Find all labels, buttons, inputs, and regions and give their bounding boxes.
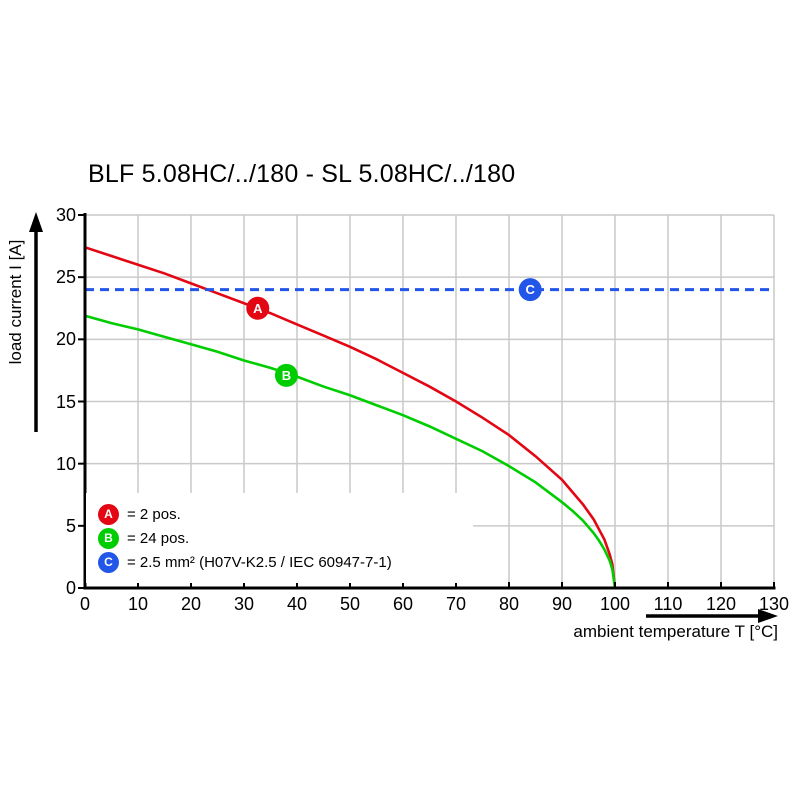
x-tick-label: 90	[551, 594, 573, 614]
legend-item-B: B = 24 pos.	[86, 527, 473, 549]
x-axis-label: ambient temperature T [°C]	[573, 622, 778, 641]
y-tick-label: 30	[55, 205, 76, 225]
legend-marker-A-icon: A	[98, 503, 119, 525]
y-tick-label: 5	[65, 515, 76, 536]
chart-title: BLF 5.08HC/../180 - SL 5.08HC/../180	[88, 160, 516, 188]
x-tick-label: 110	[653, 594, 683, 614]
y-tick-label: 15	[55, 391, 76, 412]
x-tick-label: 0	[79, 594, 90, 614]
x-tick-label: 130	[758, 594, 790, 614]
marker-B	[274, 363, 298, 387]
legend-item-C: C = 2.5 mm² (H07V-K2.5 / IEC 60947-7-1)	[86, 551, 473, 573]
x-tick-label: 50	[339, 594, 361, 614]
legend-item-A: A = 2 pos.	[86, 503, 473, 525]
marker-letter-B: B	[282, 368, 291, 383]
y-tick-label: 25	[55, 267, 76, 288]
y-tick-label: 0	[65, 578, 76, 598]
x-tick-label: 10	[127, 594, 149, 614]
legend-marker-C-icon: C	[98, 551, 119, 573]
y-tick-label: 10	[55, 453, 76, 474]
marker-letter-C: C	[526, 282, 536, 297]
x-tick-label: 40	[286, 594, 308, 614]
chart-legend: A = 2 pos. B = 24 pos. C = 2.5 mm² (H07V-K2.5…	[86, 493, 473, 583]
x-tick-label: 20	[180, 594, 202, 614]
marker-A	[246, 296, 270, 320]
curve-B	[84, 314, 617, 589]
y-tick-label: 20	[55, 329, 76, 350]
x-tick-label: 30	[233, 594, 255, 614]
marker-C	[518, 278, 542, 302]
x-tick-label: 70	[445, 594, 467, 614]
x-tick-label: 80	[498, 594, 520, 614]
x-tick-label: 60	[392, 594, 414, 614]
x-axis-arrow-head	[758, 609, 778, 623]
legend-label-B: = 24 pos.	[127, 529, 190, 547]
legend-label-C: = 2.5 mm² (H07V-K2.5 / IEC 60947-7-1)	[127, 553, 392, 571]
y-axis-arrow-head	[29, 212, 43, 232]
x-tick-label: 100	[599, 594, 631, 614]
legend-marker-B-icon: B	[98, 527, 119, 549]
legend-label-A: = 2 pos.	[127, 505, 181, 523]
x-tick-label: 120	[705, 594, 737, 614]
marker-letter-A: A	[253, 301, 263, 316]
curve-A	[84, 246, 617, 589]
